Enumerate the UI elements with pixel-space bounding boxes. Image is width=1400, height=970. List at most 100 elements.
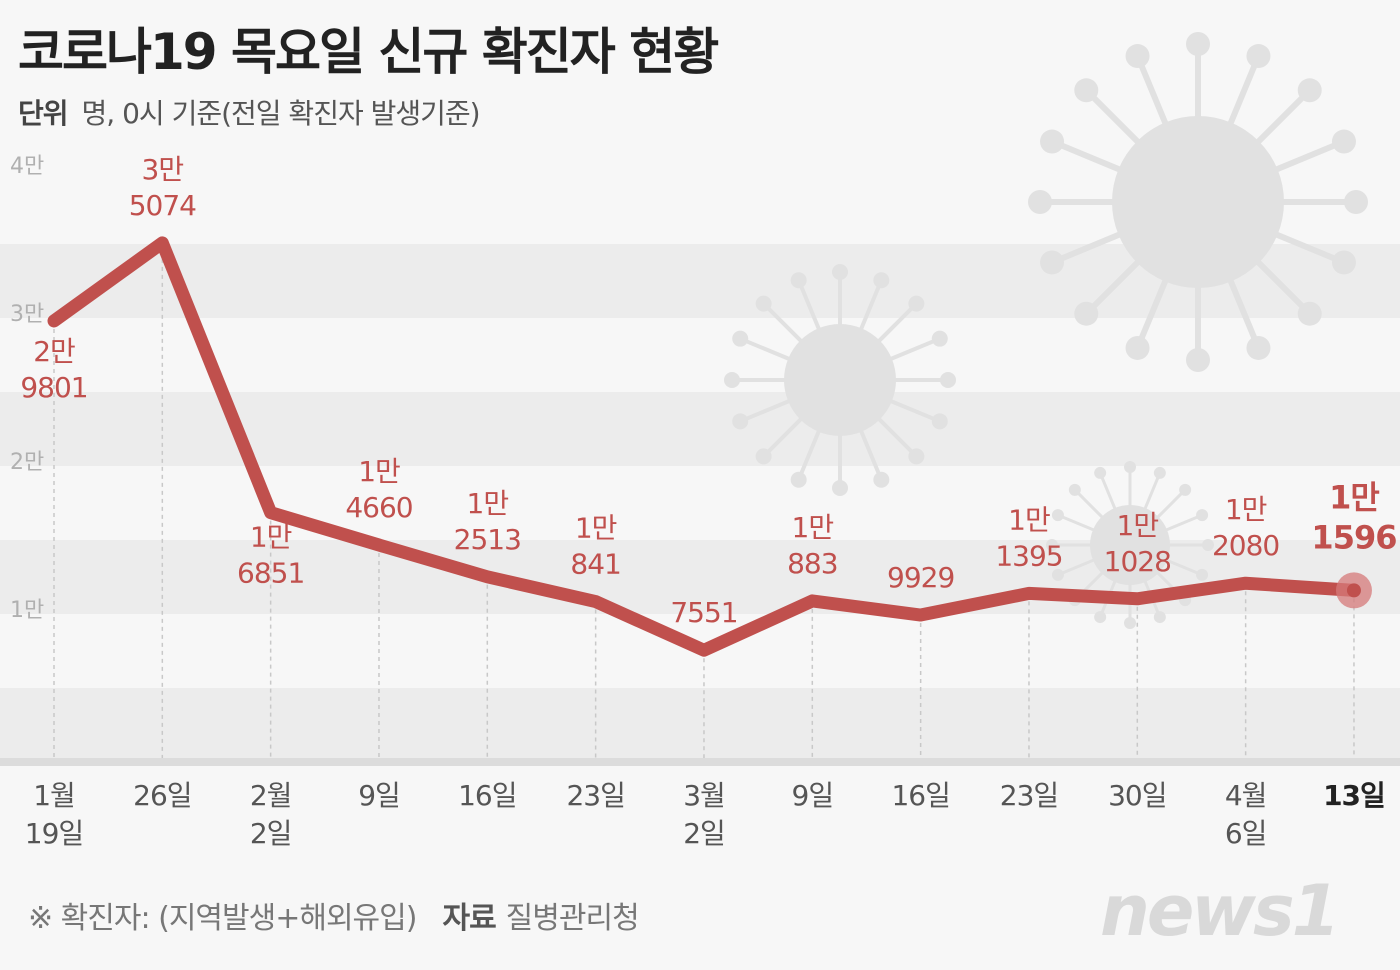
y-tick-label: 2만 [10, 450, 44, 475]
virus-spike-tip [1124, 617, 1136, 629]
virus-spike-tip [724, 372, 740, 388]
virus-spike-tip [1331, 250, 1356, 275]
x-tick-label-line: 2월 [250, 779, 292, 812]
virus-body [1090, 505, 1170, 585]
value-label-line: 841 [570, 548, 620, 581]
virus-spike-tip [790, 471, 807, 488]
value-label: 1만 883 [787, 511, 837, 580]
value-label: 7551 [670, 596, 737, 629]
chart-axis [0, 758, 1400, 766]
virus-spike-tip [1186, 348, 1210, 372]
x-tick-label-line: 3월 [683, 779, 725, 812]
value-label: 1만 2513 [454, 487, 521, 556]
virus-icon [1028, 32, 1368, 372]
x-tick-label: 2월 2일 [250, 779, 292, 850]
value-label-line: 2513 [454, 523, 521, 556]
chart-guides [53, 242, 1355, 762]
value-label-line: 6851 [237, 557, 304, 590]
x-tick-label: 30일 [1108, 779, 1166, 812]
virus-spike-tip [1179, 483, 1192, 496]
x-tick-label: 9일 [792, 779, 834, 812]
unit-text: 명, 0시 기준(전일 확진자 발생기준) [81, 97, 481, 130]
virus-spike-tip [940, 372, 956, 388]
virus-spike-tip [1202, 539, 1214, 551]
news1-logo: news1 [1100, 870, 1340, 952]
y-tick-label: 1만 [10, 598, 44, 623]
virus-spike-tip [908, 448, 925, 465]
grid-band [0, 392, 1400, 466]
virus-spike-tip [1074, 78, 1099, 103]
x-tick-label: 4월 6일 [1225, 779, 1267, 850]
virus-spike-tip [931, 330, 948, 347]
x-tick-label: 1월 19일 [25, 779, 83, 850]
virus-spike-tip [1051, 568, 1064, 581]
x-tick-label: 13일 [1323, 779, 1385, 812]
value-label-line: 1만 [358, 455, 400, 488]
virus-spike-tip [1186, 32, 1210, 56]
virus-spike-tip [832, 264, 848, 280]
virus-spike-tip [1028, 190, 1052, 214]
virus-body [784, 324, 896, 436]
virus-spike-tip [790, 272, 807, 289]
x-tick-label-line: 2일 [683, 817, 725, 850]
virus-spike-tip [1074, 301, 1099, 326]
value-label-line: 2080 [1212, 529, 1279, 562]
value-label: 3만 5074 [129, 153, 196, 222]
value-label-line: 3만 [142, 153, 184, 186]
x-tick-label: 23일 [566, 779, 624, 812]
x-tick-label: 26일 [133, 779, 191, 812]
x-tick-label-line: 9일 [358, 779, 400, 812]
value-label-line: 2만 [33, 335, 75, 368]
value-label-line: 1만 [1225, 493, 1267, 526]
value-label-line: 1395 [995, 539, 1062, 572]
virus-spike-tip [1153, 466, 1166, 479]
series-line [47, 236, 1361, 657]
x-tick-label-line: 4월 [1225, 779, 1267, 812]
x-tick-label: 3월 2일 [683, 779, 725, 850]
value-label-line: 4660 [345, 491, 412, 524]
value-label-line: 1만 [250, 521, 292, 554]
x-tick-label-line: 30일 [1108, 779, 1166, 812]
value-label-line: 1만 [1329, 478, 1379, 516]
value-label: 1만 1395 [995, 503, 1062, 572]
value-label-line: 883 [787, 547, 837, 580]
virus-spike-tip [1094, 611, 1107, 624]
value-label: 1만 841 [570, 512, 620, 581]
x-tick-label-line: 23일 [566, 779, 624, 812]
value-label: 9929 [887, 561, 954, 594]
x-tick-label-line: 23일 [1000, 779, 1058, 812]
value-label: 1만 4660 [345, 455, 412, 524]
virus-spike-tip [732, 413, 749, 430]
virus-spike-tip [1196, 509, 1209, 522]
y-ticks: 1만 2만 3만 4만 [10, 154, 44, 623]
unit-label: 단위 [18, 97, 69, 130]
virus-spike-tip [1046, 539, 1058, 551]
virus-spike-tip [908, 295, 925, 312]
unit-note: 단위 명, 0시 기준(전일 확진자 발생기준) [18, 92, 481, 132]
value-label-line: 9801 [20, 371, 87, 404]
virus-spike-tip [1051, 509, 1064, 522]
virus-spike-tip [1124, 461, 1136, 473]
value-label-line: 1만 [1117, 509, 1159, 542]
value-label-line: 9929 [887, 561, 954, 594]
footnote: ※ 확진자: (지역발생+해외유입) [28, 901, 417, 936]
footer-note: ※ 확진자: (지역발생+해외유입) 자료 질병관리청 [28, 893, 640, 937]
virus-spike-tip [1068, 483, 1081, 496]
x-tick-label-line: 2일 [250, 817, 292, 850]
virus-spike-tip [755, 448, 772, 465]
x-tick-label-line: 19일 [25, 817, 83, 850]
virus-spike-tip [1153, 611, 1166, 624]
x-tick-label-line: 13일 [1323, 779, 1385, 812]
virus-spike-tip [1246, 44, 1271, 69]
value-label-line: 1만 [575, 512, 617, 545]
x-tick-label-line: 16일 [891, 779, 949, 812]
x-tick-label-line: 1월 [33, 779, 75, 812]
x-tick-label-line: 26일 [133, 779, 191, 812]
virus-spike-tip [873, 272, 890, 289]
value-label: 1만 6851 [237, 521, 304, 590]
x-tick-label: 16일 [458, 779, 516, 812]
virus-icon [724, 264, 956, 496]
